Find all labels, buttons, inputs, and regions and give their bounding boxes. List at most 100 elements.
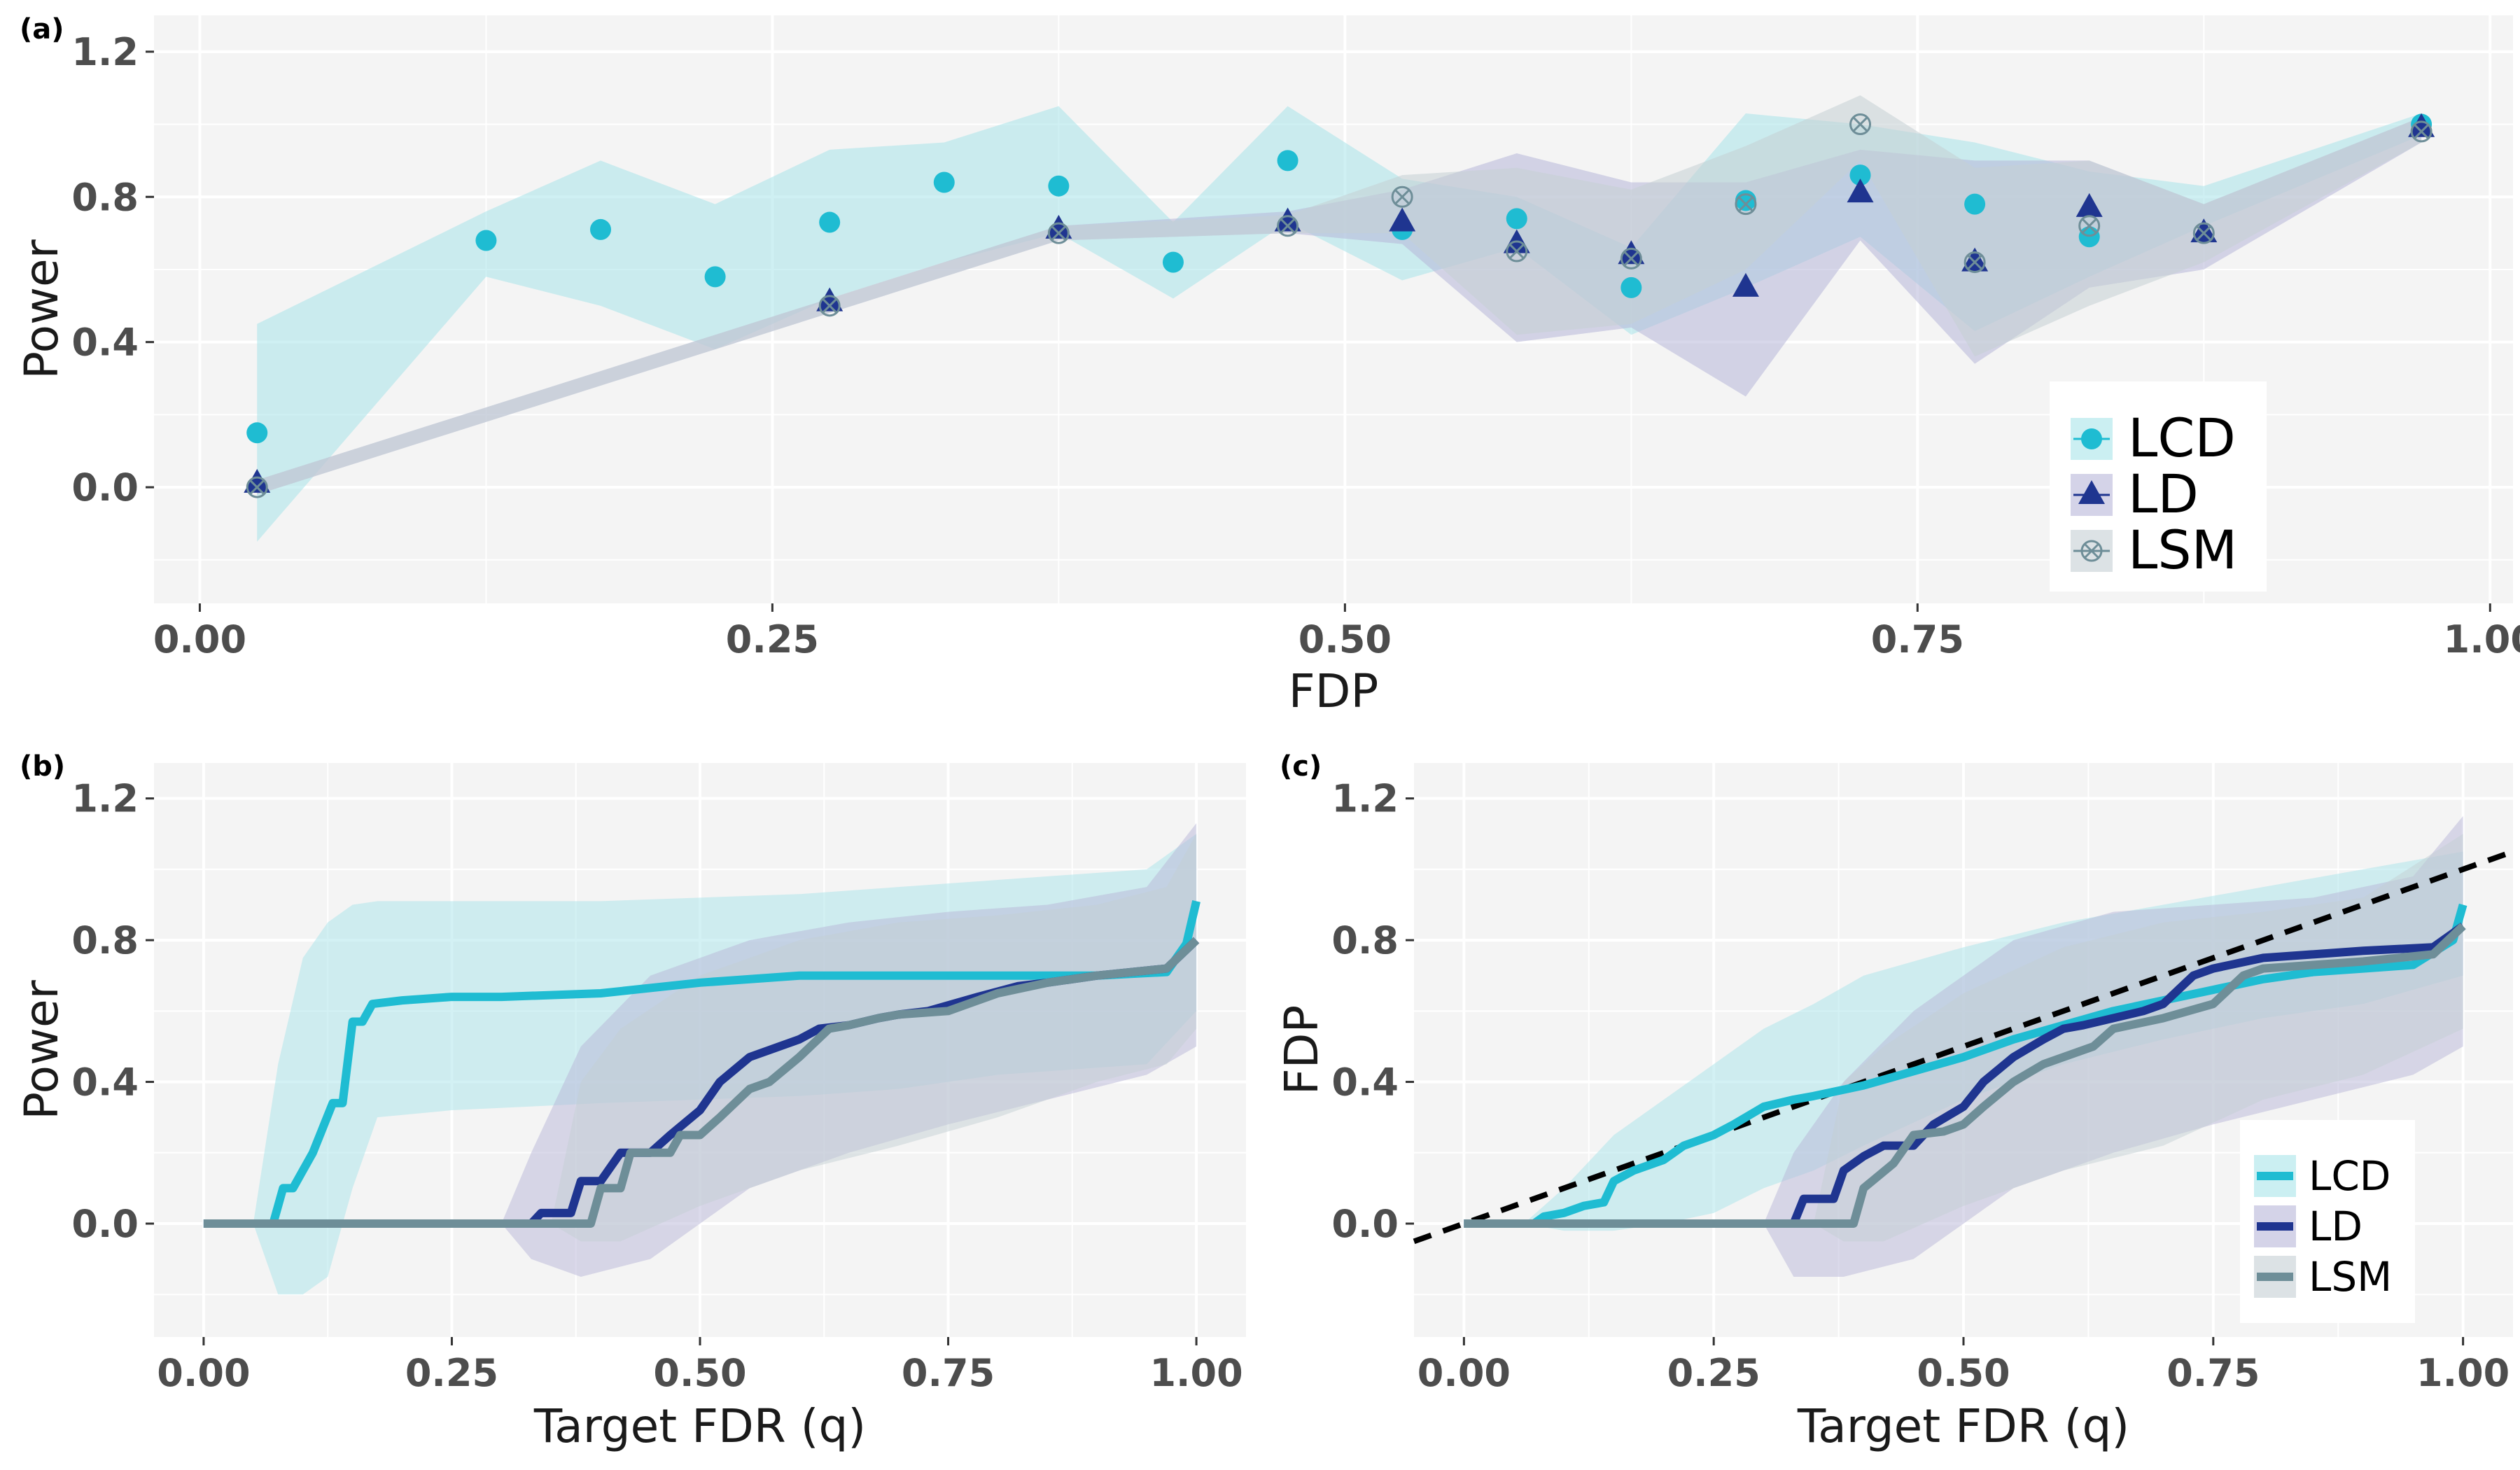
- line-lsm: [1464, 923, 2466, 1228]
- point-ld: [1045, 214, 1072, 239]
- point-ld: [1618, 240, 1645, 265]
- point-lcd: [1849, 164, 1871, 186]
- legend-key-marker: [2078, 480, 2105, 504]
- point-cross: [1623, 251, 1639, 267]
- x-axis-label: Target FDR (q): [1797, 1399, 2129, 1453]
- y-tick-label: 0.4: [71, 1060, 139, 1105]
- series-lsm: [246, 113, 2432, 498]
- y-axis-label: FDP: [1275, 1005, 1329, 1096]
- point-cross: [249, 479, 265, 496]
- band-ld: [257, 117, 2422, 495]
- y-tick-label: 0.4: [1331, 1060, 1399, 1105]
- point-lcd: [1735, 190, 1756, 211]
- point-ring: [1506, 240, 1528, 262]
- point-lcd: [1048, 175, 1070, 197]
- point-ld: [1732, 272, 1759, 297]
- point-lcd: [475, 230, 497, 251]
- point-ld: [2190, 218, 2218, 243]
- point-ring: [1620, 247, 1642, 270]
- y-tick-label: 0.0: [1331, 1202, 1399, 1246]
- point-ld: [2076, 192, 2103, 217]
- line-ld: [1464, 922, 2466, 1228]
- legend-item-lcd: LCD: [2254, 1152, 2390, 1200]
- point-lcd: [704, 266, 726, 288]
- series-lsm: [1464, 923, 2466, 1228]
- legend-key-marker: [2081, 428, 2102, 449]
- line-lcd: [1464, 903, 2468, 1228]
- x-tick-label: 0.00: [153, 617, 246, 662]
- point-lsm: [1620, 247, 1642, 270]
- series-lsm: [203, 937, 1200, 1228]
- point-lsm: [1391, 186, 1413, 208]
- x-tick-label: 0.00: [1418, 1351, 1511, 1395]
- series-lcd: [1464, 903, 2468, 1228]
- identity-reference-line: [1413, 848, 2514, 1245]
- panel-label: (b): [20, 750, 65, 783]
- point-lcd: [819, 211, 841, 233]
- point-lsm: [1047, 222, 1070, 244]
- point-cross: [1737, 196, 1754, 212]
- point-ring: [818, 295, 841, 317]
- series-ld: [244, 113, 2435, 493]
- point-ring: [1277, 215, 1299, 237]
- legend-label: LD: [2309, 1203, 2362, 1250]
- point-lsm: [1963, 251, 1986, 274]
- point-ld: [244, 468, 271, 493]
- band-lsm: [1464, 834, 2463, 1242]
- point-lsm: [2192, 222, 2215, 244]
- point-cross: [822, 298, 838, 314]
- panel-label: (a): [20, 13, 64, 46]
- y-axis-label: Power: [15, 239, 69, 379]
- y-tick-label: 1.2: [1331, 777, 1399, 821]
- point-ld: [1847, 178, 1874, 203]
- y-tick-label: 0.8: [71, 918, 139, 962]
- x-tick-label: 0.25: [405, 1351, 498, 1395]
- point-ld: [816, 287, 844, 312]
- legend-label: LSM: [2309, 1253, 2392, 1301]
- x-tick-label: 0.25: [726, 617, 819, 662]
- point-lsm: [2078, 215, 2101, 237]
- point-lsm: [818, 295, 841, 317]
- x-tick-label: 0.75: [902, 1351, 995, 1395]
- y-tick-label: 0.4: [71, 321, 139, 365]
- point-lsm: [1277, 215, 1299, 237]
- point-ld: [2408, 113, 2435, 137]
- band-lsm: [203, 834, 1197, 1242]
- point-ring: [2192, 222, 2215, 244]
- panel-a: 0.00 0.25 0.50 0.75 1.00 0.0 0.4 0.8 1.2 FDP Power…: [15, 13, 2520, 718]
- point-lsm: [1735, 193, 1757, 216]
- band-lsm: [257, 95, 2422, 495]
- point-lcd: [1162, 251, 1184, 273]
- point-cross: [1051, 225, 1067, 241]
- panel-b: 0.00 0.25 0.50 0.75 1.00 0.0 0.4 0.8 1.2 Target F…: [15, 750, 1246, 1453]
- point-lsm: [1506, 240, 1528, 262]
- point-lsm: [2410, 120, 2432, 143]
- point-ld: [1389, 207, 1416, 232]
- point-lsm: [246, 476, 268, 498]
- line-lsm: [203, 937, 1200, 1228]
- point-cross: [2414, 123, 2430, 139]
- series-lcd: [203, 900, 1200, 1228]
- x-tick-label: 0.00: [157, 1351, 250, 1395]
- point-ring: [246, 476, 268, 498]
- x-axis-label: Target FDR (q): [533, 1399, 866, 1453]
- y-tick-label: 0.0: [71, 1202, 139, 1246]
- legend-item-lsm: LSM: [2254, 1253, 2392, 1301]
- legend-item-ld: LD: [2254, 1203, 2362, 1250]
- legend-label: LD: [2128, 463, 2199, 525]
- point-lcd: [2078, 226, 2100, 248]
- point-lcd: [590, 218, 612, 240]
- point-lcd: [1964, 193, 1986, 215]
- point-ring: [2078, 215, 2101, 237]
- x-tick-label: 0.75: [1871, 617, 1964, 662]
- panel-label: (c): [1280, 750, 1322, 783]
- y-tick-label: 1.2: [71, 777, 139, 821]
- y-axis-label: Power: [15, 979, 69, 1119]
- point-lcd: [1277, 150, 1298, 172]
- x-tick-label: 1.00: [2416, 1351, 2510, 1395]
- point-lsm: [1849, 113, 1872, 136]
- point-cross: [1967, 254, 1983, 270]
- legend-label: LCD: [2309, 1152, 2390, 1200]
- legend-key-marker: [2080, 540, 2103, 562]
